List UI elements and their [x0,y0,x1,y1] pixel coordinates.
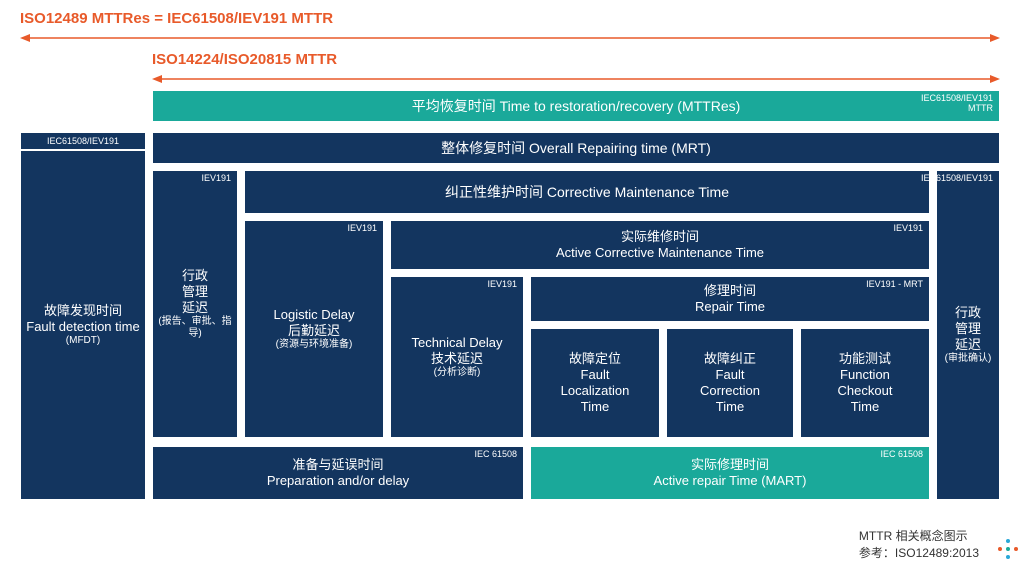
box-acmt: 实际维修时间Active Corrective Maintenance Time… [390,220,930,270]
box-prep-delay: 准备与延误时间Preparation and/or delayIEC 61508 [152,446,524,500]
footer-caption: MTTR 相关概念图示 参考：ISO12489:2013 [859,527,979,561]
box-mttres-bar: 平均恢复时间 Time to restoration/recovery (MTT… [152,90,1000,122]
box-func-checkout: 功能测试Function Checkout Time [800,328,930,438]
box-fault-corr: 故障纠正Fault Correction Time [666,328,794,438]
box-mfdt: 故障发现时间Fault detection time(MFDT) [20,150,146,500]
mttr-diagram: 平均恢复时间 Time to restoration/recovery (MTT… [20,90,1000,500]
box-logistic: Logistic Delay后勤延迟(资源与环境准备)IEV191 [244,220,384,438]
logo-icon [998,539,1018,559]
box-iec-top-left-tag: IEC61508/IEV191 [20,132,146,150]
box-tech-delay: Technical Delay技术延迟(分析诊断)IEV191 [390,276,524,438]
arrow-second [152,72,1004,86]
footer-line1: MTTR 相关概念图示 [859,527,979,544]
box-repair-time: 修理时间Repair TimeIEV191 - MRT [530,276,930,322]
box-admin-delay-right: 行政 管理 延迟(审批确认)IEC61508/IEV191 [936,170,1000,500]
box-cmt: 纠正性维护时间 Corrective Maintenance Time [244,170,930,214]
box-fault-loc: 故障定位Fault Localization Time [530,328,660,438]
box-mart: 实际修理时间Active repair Time (MART)IEC 61508 [530,446,930,500]
box-mrt: 整体修复时间 Overall Repairing time (MRT) [152,132,1000,164]
header-iso12489-label: ISO12489 MTTRes = IEC61508/IEV191 MTTR [20,10,1004,27]
box-admin-delay-left: 行政 管理 延迟(报告、审批、指导)IEV191 [152,170,238,438]
header-iso14224-label: ISO14224/ISO20815 MTTR [152,51,1004,68]
arrow-top [20,31,1004,45]
footer-line2: 参考：ISO12489:2013 [859,544,979,561]
